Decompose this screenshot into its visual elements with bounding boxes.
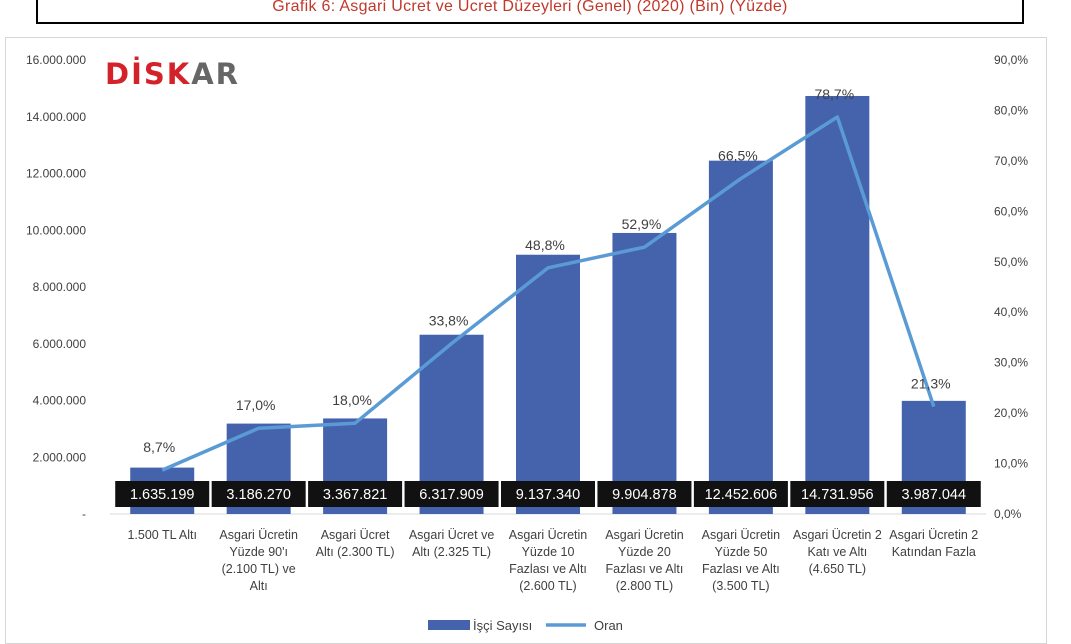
oran-data-label: 17,0% [236, 397, 276, 413]
x-tick-label: Fazlası ve Altı [606, 562, 684, 576]
logo-tail-text: AR [191, 57, 241, 91]
oran-line [161, 115, 936, 472]
chart-title: Grafik 6: Asgari Ücret ve Ücret Düzeyler… [272, 0, 788, 15]
x-tick-label: Asgari Ücretin 2 [889, 528, 978, 542]
legend-swatch-bars [428, 620, 470, 630]
bar-value-label: 3.186.270 [226, 487, 291, 503]
y-right-tick-label: 50,0% [994, 255, 1028, 269]
chart-title-box: Grafik 6: Asgari Ücret ve Ücret Düzeyler… [36, 0, 1024, 24]
x-tick-label: Asgari Ücret ve [409, 528, 494, 542]
oran-data-label: 21,3% [911, 376, 951, 392]
bar [516, 254, 580, 515]
y-left-tick-label: 4.000.000 [33, 394, 87, 408]
x-tick-label: Asgari Ücretin [702, 528, 781, 542]
oran-data-label: 48,8% [525, 237, 565, 253]
x-tick-label: Yüzde 90'ı [229, 545, 288, 559]
x-tick-label: (2.800 TL) [616, 579, 673, 593]
bar-value-label-box [115, 481, 210, 507]
oran-data-label: 66,5% [718, 148, 758, 164]
y-right-tick-label: 20,0% [994, 406, 1028, 420]
legend-label-line: Oran [594, 618, 623, 633]
oran-data-label: 8,7% [143, 439, 175, 455]
x-tick-label: Fazlası ve Altı [702, 562, 780, 576]
diskar-logo: DİSKAR [105, 57, 240, 91]
bar-value-label: 9.137.340 [516, 487, 581, 503]
bar-value-label-box [693, 481, 788, 507]
x-tick-label: Yüzde 10 [522, 545, 575, 559]
bar-value-label: 1.635.199 [130, 487, 195, 503]
y-right-tick-label: 40,0% [994, 305, 1028, 319]
y-right-tick-label: 90,0% [994, 53, 1028, 67]
bar [708, 160, 773, 515]
bar-value-label-box [211, 481, 306, 507]
x-tick-label: Asgari Ücretin 2 [793, 528, 882, 542]
x-tick-label: (3.500 TL) [712, 579, 769, 593]
bar-value-label: 9.904.878 [612, 487, 677, 503]
y-left-tick-label: 14.000.000 [26, 110, 86, 124]
x-tick-label: Altı [250, 579, 268, 593]
x-tick-label: Yüzde 50 [714, 545, 767, 559]
y-left-tick-label: 2.000.000 [33, 450, 87, 464]
x-tick-label: (4.650 TL) [809, 562, 866, 576]
x-tick-label: (2.100 TL) ve [222, 562, 296, 576]
x-tick-label: Katından Fazla [892, 545, 976, 559]
bar-value-label-box [790, 481, 885, 507]
y-left-tick-label: 6.000.000 [33, 337, 87, 351]
y-right-tick-label: 70,0% [994, 154, 1028, 168]
y-left-tick-label: 12.000.000 [26, 167, 86, 181]
bar-value-label: 3.367.821 [323, 487, 388, 503]
oran-data-label: 52,9% [622, 216, 662, 232]
bar-value-label: 3.987.044 [902, 487, 967, 503]
y-left-tick-label: 10.000.000 [26, 223, 86, 237]
bar-value-label: 14.731.956 [801, 487, 874, 503]
x-tick-label: Yüzde 20 [618, 545, 671, 559]
legend-label-bars: İşçi Sayısı [473, 618, 532, 633]
x-tick-label: Fazlası ve Altı [509, 562, 587, 576]
y-right-tick-label: 0,0% [994, 507, 1022, 521]
oran-data-label: 78,7% [814, 86, 854, 102]
bar-value-label-box [501, 481, 595, 507]
x-tick-label: (2.600 TL) [519, 579, 576, 593]
x-tick-label: Asgari Ücretin [219, 528, 298, 542]
x-tick-label: 1.500 TL Altı [127, 528, 197, 542]
bar [612, 232, 677, 514]
bar-value-label: 12.452.606 [705, 487, 778, 503]
x-tick-label: Altı (2.325 TL) [412, 545, 491, 559]
bar-value-label-box [308, 481, 403, 507]
x-tick-label: Asgari Ücretin [605, 528, 684, 542]
x-tick-label: Altı (2.300 TL) [316, 545, 395, 559]
x-tick-label: Katı ve Altı [807, 545, 867, 559]
bar-value-label-box [404, 481, 499, 507]
y-left-tick-label: - [82, 507, 86, 521]
y-left-tick-label: 16.000.000 [26, 53, 86, 67]
bar-value-label-box [597, 481, 692, 507]
y-right-tick-label: 10,0% [994, 457, 1028, 471]
oran-data-label: 33,8% [429, 312, 469, 328]
logo-main-text: DİSK [105, 57, 192, 91]
y-right-tick-label: 30,0% [994, 356, 1028, 370]
bar-value-label-box [886, 481, 981, 507]
oran-data-label: 18,0% [332, 392, 372, 408]
bar [805, 95, 870, 515]
bar-value-label: 6.317.909 [419, 487, 484, 503]
y-left-tick-label: 8.000.000 [33, 280, 87, 294]
x-tick-label: Asgari Ücretin [509, 528, 588, 542]
y-right-tick-label: 60,0% [994, 204, 1028, 218]
y-right-tick-label: 80,0% [994, 103, 1028, 117]
x-tick-label: Asgari Ücret [321, 528, 390, 542]
